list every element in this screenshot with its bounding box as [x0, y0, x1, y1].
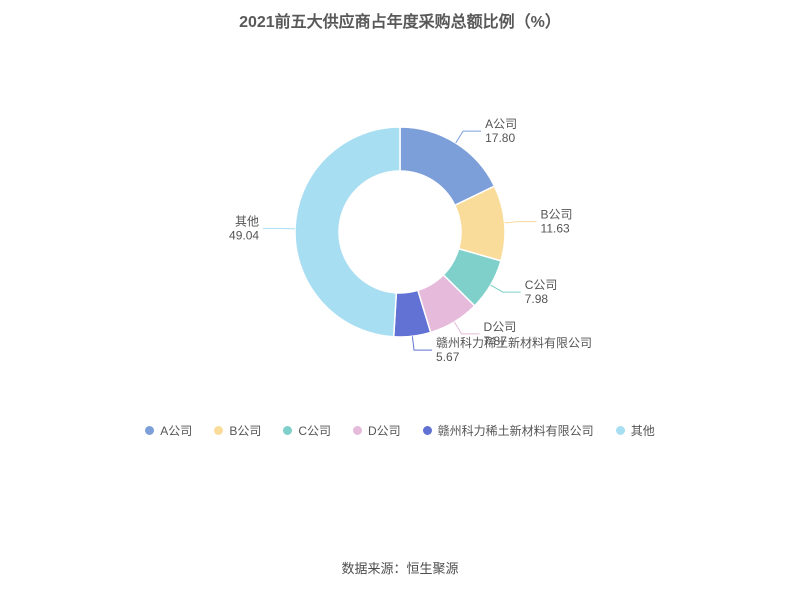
legend-label: 其他 — [630, 424, 655, 438]
label-leader-line — [455, 130, 482, 144]
slice-label: 其他 49.04 — [229, 214, 259, 242]
legend: A公司 B公司 C公司 D公司 赣州科力稀土新材料有限公司 其他 — [0, 422, 800, 439]
label-leader-line — [504, 221, 537, 224]
legend-marker — [353, 426, 362, 435]
chart-title: 2021前五大供应商占年度采购总额比例（%） — [239, 14, 561, 31]
data-source-caption: 数据来源：恒生聚源 — [341, 561, 459, 576]
legend-marker — [145, 426, 155, 435]
legend-marker — [214, 426, 224, 435]
legend-item-2[interactable]: B公司 — [214, 422, 261, 439]
pie-slice-6[interactable] — [294, 126, 401, 338]
legend-label: B公司 — [229, 424, 262, 438]
slice-label: A公司 17.80 — [485, 117, 517, 145]
legend-label: C公司 — [298, 424, 331, 438]
slice-label: D公司 7.87 — [484, 320, 517, 348]
label-leader-line — [453, 321, 480, 335]
legend-item-3[interactable]: C公司 — [283, 422, 331, 439]
legend-label: D公司 — [368, 424, 401, 438]
slice-label: C公司 7.98 — [525, 278, 558, 306]
label-leader-line — [490, 284, 521, 293]
legend-item-6[interactable]: 其他 — [615, 422, 655, 439]
legend-item-5[interactable]: 赣州科力稀土新材料有限公司 — [422, 422, 594, 439]
legend-item-1[interactable]: A公司 — [145, 422, 192, 439]
legend-label: A公司 — [160, 424, 193, 438]
legend-marker — [283, 426, 293, 435]
legend-label: 赣州科力稀土新材料有限公司 — [437, 424, 594, 438]
slice-label: 赣州科力稀土新材料有限公司 5.67 — [436, 335, 592, 364]
label-leader-line — [411, 336, 433, 351]
slice-label: B公司 11.63 — [541, 208, 573, 236]
legend-marker — [422, 426, 432, 435]
legend-item-4[interactable]: D公司 — [353, 422, 401, 439]
legend-marker — [615, 426, 625, 435]
